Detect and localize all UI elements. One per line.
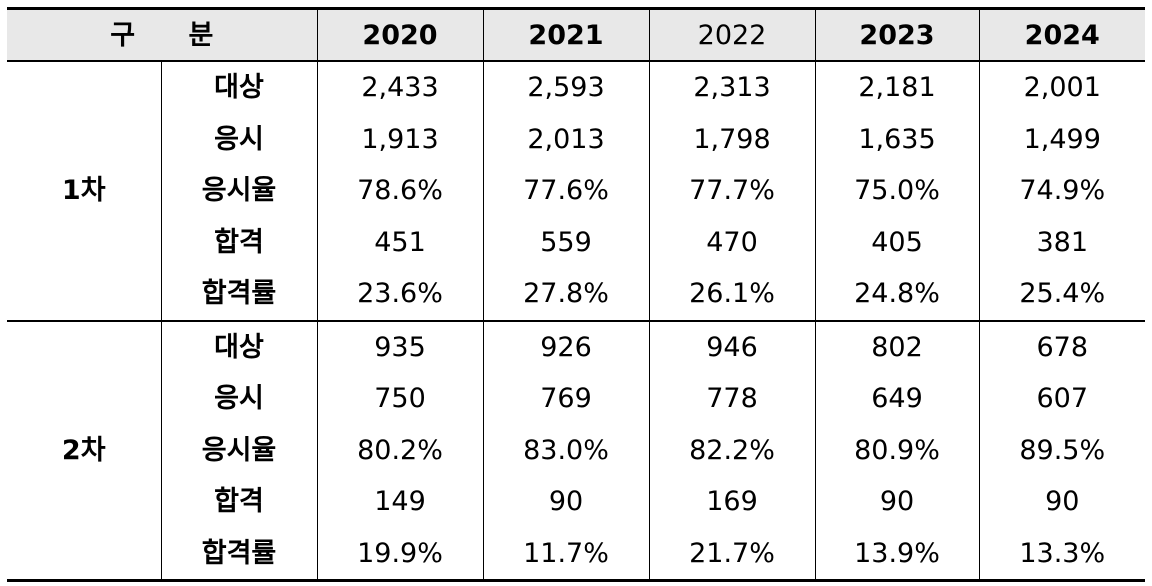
value-cell: 21.7% <box>648 527 816 582</box>
value-cell: 26.1% <box>648 268 816 321</box>
value-cell: 769 <box>482 373 650 425</box>
value-cell: 169 <box>648 476 816 528</box>
row-item-label: 응시 <box>160 373 318 425</box>
table-row: 응시율 80.2% 83.0% 82.2% 80.9% 89.5% <box>7 424 1145 476</box>
table-row: 2차 대상 935 926 946 802 678 <box>7 319 1145 582</box>
table-row: 합격 149 90 169 90 90 <box>7 476 1145 528</box>
value-cell: 1,913 <box>316 113 484 165</box>
value-cell: 24.8% <box>814 268 980 321</box>
value-cell: 90 <box>814 476 980 528</box>
value-cell: 451 <box>316 216 484 268</box>
value-cell: 80.9% <box>814 424 980 476</box>
value-cell: 2,433 <box>316 61 484 114</box>
value-cell: 11.7% <box>482 527 650 582</box>
value-cell: 649 <box>814 373 980 425</box>
value-cell: 678 <box>978 319 1145 373</box>
year-header: 2023 <box>814 7 980 62</box>
value-cell: 1,499 <box>978 113 1145 165</box>
value-cell: 83.0% <box>482 424 650 476</box>
value-cell: 75.0% <box>814 165 980 217</box>
table-row: 합격 451 559 470 405 381 <box>7 216 1145 268</box>
value-cell: 559 <box>482 216 650 268</box>
value-cell: 1,635 <box>814 113 980 165</box>
value-cell: 470 <box>648 216 816 268</box>
year-header: 2021 <box>482 7 650 62</box>
value-cell: 1,798 <box>648 113 816 165</box>
value-cell: 926 <box>482 319 650 373</box>
value-cell: 25.4% <box>978 268 1145 321</box>
value-cell: 2,001 <box>978 61 1145 114</box>
table-row: 응시율 78.6% 77.6% 77.7% 75.0% 74.9% <box>7 165 1145 217</box>
value-cell: 2,013 <box>482 113 650 165</box>
row-item-label: 합격률 <box>160 268 318 321</box>
value-cell: 381 <box>978 216 1145 268</box>
value-cell: 405 <box>814 216 980 268</box>
value-cell: 149 <box>316 476 484 528</box>
value-cell: 80.2% <box>316 424 484 476</box>
year-header: 2024 <box>978 7 1145 62</box>
group-label: 1차 <box>7 61 162 321</box>
value-cell: 2,181 <box>814 61 980 114</box>
value-cell: 90 <box>978 476 1145 528</box>
value-cell: 19.9% <box>316 527 484 582</box>
category-header: 구 분 <box>7 7 318 62</box>
row-item-label: 합격 <box>160 476 318 528</box>
value-cell: 13.9% <box>814 527 980 582</box>
value-cell: 935 <box>316 319 484 373</box>
value-cell: 2,313 <box>648 61 816 114</box>
year-header: 2022 <box>648 7 816 62</box>
table-row: 합격률 19.9% 11.7% 21.7% 13.9% 13.3% <box>7 527 1145 582</box>
value-cell: 27.8% <box>482 268 650 321</box>
value-cell: 750 <box>316 373 484 425</box>
row-item-label: 응시율 <box>160 165 318 217</box>
value-cell: 90 <box>482 476 650 528</box>
value-cell: 82.2% <box>648 424 816 476</box>
value-cell: 802 <box>814 319 980 373</box>
value-cell: 77.7% <box>648 165 816 217</box>
header-row: 구 분 2020 2021 2022 2023 2024 <box>7 7 1145 62</box>
row-item-label: 응시 <box>160 113 318 165</box>
row-item-label: 합격률 <box>160 527 318 582</box>
value-cell: 946 <box>648 319 816 373</box>
row-item-label: 대상 <box>160 319 318 373</box>
table-row: 합격률 23.6% 27.8% 26.1% 24.8% 25.4% <box>7 268 1145 321</box>
value-cell: 74.9% <box>978 165 1145 217</box>
table-row: 응시 1,913 2,013 1,798 1,635 1,499 <box>7 113 1145 165</box>
value-cell: 778 <box>648 373 816 425</box>
row-item-label: 대상 <box>160 61 318 114</box>
table-row: 1차 대상 2,433 2,593 2,313 2,181 2,001 <box>7 61 1145 321</box>
row-item-label: 합격 <box>160 216 318 268</box>
value-cell: 77.6% <box>482 165 650 217</box>
value-cell: 23.6% <box>316 268 484 321</box>
value-cell: 78.6% <box>316 165 484 217</box>
value-cell: 89.5% <box>978 424 1145 476</box>
row-item-label: 응시율 <box>160 424 318 476</box>
year-header: 2020 <box>316 7 484 62</box>
group-label: 2차 <box>7 319 162 582</box>
table-row: 응시 750 769 778 649 607 <box>7 373 1145 425</box>
value-cell: 13.3% <box>978 527 1145 582</box>
value-cell: 607 <box>978 373 1145 425</box>
value-cell: 2,593 <box>482 61 650 114</box>
exam-statistics-table: 구 분 2020 2021 2022 2023 2024 1차 대상 2,433 2,… <box>7 7 1145 582</box>
